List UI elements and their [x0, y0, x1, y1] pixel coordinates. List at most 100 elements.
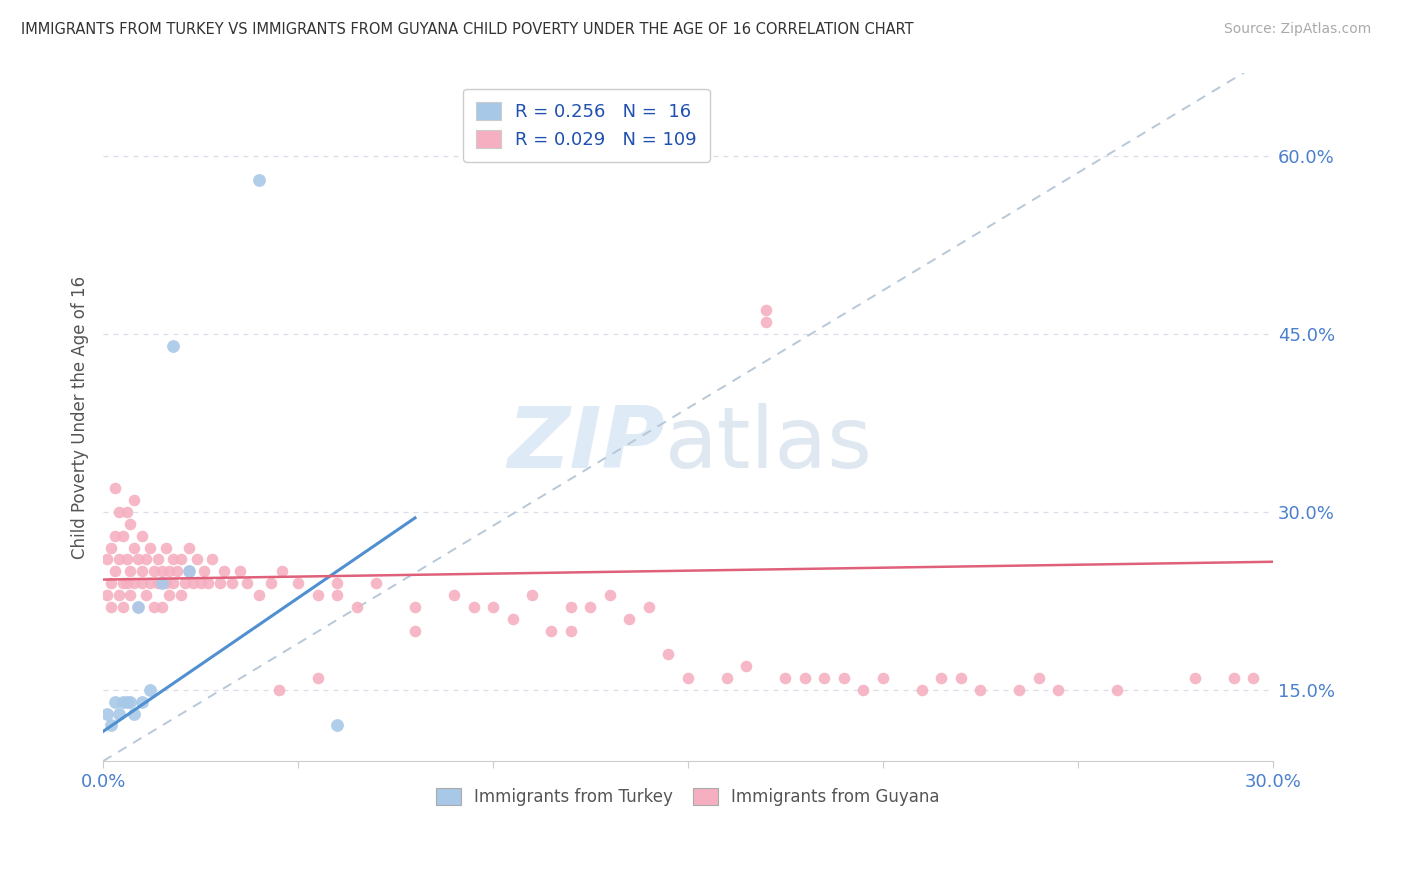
Point — [346, 599, 368, 614]
Point — [104, 481, 127, 495]
Point — [755, 303, 778, 318]
Point — [1008, 682, 1031, 697]
Point — [120, 516, 142, 531]
Point — [969, 682, 991, 697]
Point — [852, 682, 875, 697]
Point — [170, 552, 193, 566]
Point — [142, 599, 165, 614]
Point — [111, 599, 134, 614]
Point — [115, 552, 138, 566]
Point — [463, 599, 485, 614]
Point — [120, 564, 142, 578]
Point — [326, 718, 349, 732]
Point — [364, 576, 387, 591]
Point — [190, 576, 212, 591]
Point — [124, 576, 146, 591]
Point — [599, 588, 621, 602]
Point — [520, 588, 543, 602]
Point — [120, 588, 142, 602]
Point — [96, 552, 118, 566]
Point — [1223, 671, 1246, 685]
Point — [813, 671, 835, 685]
Point — [111, 576, 134, 591]
Point — [832, 671, 855, 685]
Point — [755, 315, 778, 329]
Point — [260, 576, 283, 591]
Point — [150, 564, 173, 578]
Point — [150, 576, 173, 591]
Point — [1241, 671, 1264, 685]
Point — [96, 588, 118, 602]
Point — [209, 576, 232, 591]
Point — [124, 706, 146, 721]
Point — [127, 552, 149, 566]
Point — [162, 552, 184, 566]
Point — [619, 612, 641, 626]
Point — [404, 599, 426, 614]
Point — [502, 612, 524, 626]
Point — [716, 671, 738, 685]
Point — [560, 599, 582, 614]
Point — [247, 588, 270, 602]
Point — [287, 576, 309, 591]
Point — [150, 599, 173, 614]
Point — [115, 695, 138, 709]
Point — [100, 718, 122, 732]
Point — [139, 576, 162, 591]
Point — [181, 576, 204, 591]
Point — [107, 588, 129, 602]
Point — [307, 588, 329, 602]
Point — [96, 706, 118, 721]
Point — [638, 599, 661, 614]
Point — [228, 564, 250, 578]
Y-axis label: Child Poverty Under the Age of 16: Child Poverty Under the Age of 16 — [72, 276, 89, 558]
Point — [104, 564, 127, 578]
Point — [307, 671, 329, 685]
Point — [271, 564, 294, 578]
Text: IMMIGRANTS FROM TURKEY VS IMMIGRANTS FROM GUYANA CHILD POVERTY UNDER THE AGE OF : IMMIGRANTS FROM TURKEY VS IMMIGRANTS FRO… — [21, 22, 914, 37]
Point — [236, 576, 259, 591]
Point — [735, 659, 758, 673]
Point — [135, 552, 157, 566]
Point — [657, 648, 679, 662]
Point — [131, 529, 153, 543]
Point — [142, 564, 165, 578]
Point — [186, 552, 208, 566]
Point — [872, 671, 894, 685]
Point — [115, 505, 138, 519]
Point — [155, 576, 177, 591]
Point — [404, 624, 426, 638]
Point — [131, 695, 153, 709]
Point — [115, 576, 138, 591]
Point — [579, 599, 602, 614]
Point — [120, 695, 142, 709]
Point — [111, 695, 134, 709]
Point — [104, 529, 127, 543]
Point — [155, 541, 177, 555]
Point — [127, 599, 149, 614]
Point — [1028, 671, 1050, 685]
Point — [139, 682, 162, 697]
Point — [177, 541, 200, 555]
Point — [135, 588, 157, 602]
Point — [221, 576, 243, 591]
Point — [793, 671, 815, 685]
Point — [111, 529, 134, 543]
Point — [540, 624, 562, 638]
Point — [124, 493, 146, 508]
Point — [166, 564, 188, 578]
Point — [1105, 682, 1128, 697]
Point — [177, 564, 200, 578]
Point — [107, 505, 129, 519]
Point — [139, 541, 162, 555]
Point — [560, 624, 582, 638]
Point — [174, 576, 197, 591]
Point — [949, 671, 972, 685]
Point — [124, 541, 146, 555]
Point — [177, 564, 200, 578]
Point — [482, 599, 505, 614]
Point — [127, 599, 149, 614]
Point — [100, 576, 122, 591]
Point — [146, 576, 169, 591]
Point — [931, 671, 953, 685]
